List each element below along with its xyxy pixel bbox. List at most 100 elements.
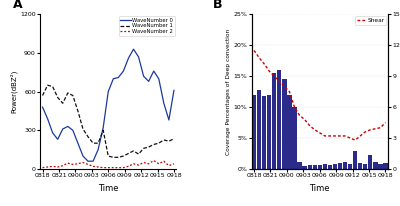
Bar: [333, 164, 337, 169]
Bar: [297, 162, 302, 169]
WaveNumber 2: [141, 161, 146, 164]
WaveNumber 2: [151, 159, 156, 162]
WaveNumber 0: [126, 57, 131, 60]
WaveNumber 1: [50, 85, 55, 88]
Bar: [267, 95, 271, 169]
WaveNumber 1: [111, 156, 116, 159]
Bar: [302, 166, 307, 169]
Bar: [328, 165, 332, 169]
WaveNumber 1: [40, 94, 45, 97]
WaveNumber 2: [101, 166, 106, 169]
WaveNumber 0: [146, 80, 151, 83]
WaveNumber 1: [70, 94, 75, 97]
Shear: [317, 132, 322, 134]
WaveNumber 0: [76, 142, 80, 144]
WaveNumber 2: [166, 164, 171, 167]
WaveNumber 2: [50, 165, 55, 167]
Bar: [383, 163, 388, 169]
X-axis label: Time: Time: [310, 184, 330, 193]
Bar: [368, 155, 372, 169]
WaveNumber 0: [60, 128, 65, 130]
Shear: [363, 131, 368, 133]
Bar: [378, 164, 382, 169]
WaveNumber 0: [111, 77, 116, 80]
Shear: [358, 135, 363, 137]
WaveNumber 1: [86, 136, 90, 138]
WaveNumber 2: [106, 166, 111, 169]
Shear: [373, 128, 378, 130]
WaveNumber 2: [162, 160, 166, 162]
Bar: [323, 164, 327, 169]
Bar: [312, 165, 317, 169]
WaveNumber 2: [96, 166, 100, 168]
WaveNumber 2: [76, 163, 80, 165]
Bar: [343, 162, 347, 169]
WaveNumber 2: [40, 166, 45, 169]
Shear: [348, 137, 352, 139]
Y-axis label: Power(dBZ²): Power(dBZ²): [10, 70, 18, 113]
WaveNumber 2: [70, 163, 75, 166]
WaveNumber 2: [136, 164, 141, 166]
WaveNumber 1: [45, 84, 50, 87]
Shear: [328, 135, 332, 137]
Bar: [292, 107, 297, 169]
Shear: [292, 106, 297, 108]
Shear: [287, 90, 292, 93]
Line: WaveNumber 0: WaveNumber 0: [42, 49, 174, 161]
WaveNumber 0: [121, 70, 126, 72]
Shear: [272, 75, 277, 77]
WaveNumber 1: [116, 156, 121, 159]
Bar: [272, 73, 276, 169]
Shear: [378, 126, 383, 129]
WaveNumber 2: [65, 162, 70, 164]
Y-axis label: Coverage Percentages of Deep convection: Coverage Percentages of Deep convection: [226, 29, 231, 155]
Shear: [267, 70, 272, 72]
WaveNumber 1: [162, 139, 166, 141]
WaveNumber 0: [131, 48, 136, 50]
WaveNumber 1: [166, 140, 171, 143]
Bar: [358, 163, 362, 169]
WaveNumber 0: [156, 77, 161, 80]
WaveNumber 0: [141, 75, 146, 77]
WaveNumber 2: [156, 163, 161, 165]
Line: WaveNumber 1: WaveNumber 1: [42, 85, 174, 157]
WaveNumber 0: [55, 138, 60, 140]
WaveNumber 1: [101, 129, 106, 131]
WaveNumber 2: [91, 165, 96, 167]
WaveNumber 0: [91, 160, 96, 162]
WaveNumber 1: [55, 96, 60, 99]
WaveNumber 1: [126, 152, 131, 155]
WaveNumber 2: [80, 161, 85, 164]
WaveNumber 0: [172, 89, 176, 92]
WaveNumber 1: [106, 155, 111, 157]
Shear: [368, 129, 373, 131]
Line: WaveNumber 2: WaveNumber 2: [42, 160, 174, 168]
Bar: [308, 165, 312, 169]
Shear: [322, 135, 327, 137]
Shear: [353, 139, 358, 141]
WaveNumber 1: [60, 102, 65, 104]
WaveNumber 2: [60, 164, 65, 167]
WaveNumber 1: [96, 142, 100, 144]
WaveNumber 2: [126, 165, 131, 167]
WaveNumber 0: [50, 132, 55, 134]
Bar: [262, 96, 266, 169]
X-axis label: Time: Time: [98, 184, 118, 193]
Bar: [348, 164, 352, 169]
WaveNumber 2: [131, 163, 136, 165]
WaveNumber 1: [172, 137, 176, 140]
WaveNumber 2: [86, 163, 90, 166]
WaveNumber 0: [65, 125, 70, 128]
Bar: [363, 164, 368, 169]
WaveNumber 0: [45, 117, 50, 120]
Shear: [252, 49, 256, 52]
Shear: [277, 80, 282, 83]
Legend: Shear: Shear: [355, 16, 386, 25]
Shear: [262, 63, 266, 65]
Shear: [338, 135, 342, 137]
WaveNumber 1: [151, 143, 156, 146]
Line: Shear: Shear: [254, 50, 386, 140]
WaveNumber 2: [116, 166, 121, 169]
WaveNumber 2: [45, 166, 50, 168]
Legend: WaveNumber 0, WaveNumber 1, WaveNumber 2: WaveNumber 0, WaveNumber 1, WaveNumber 2: [119, 16, 175, 36]
